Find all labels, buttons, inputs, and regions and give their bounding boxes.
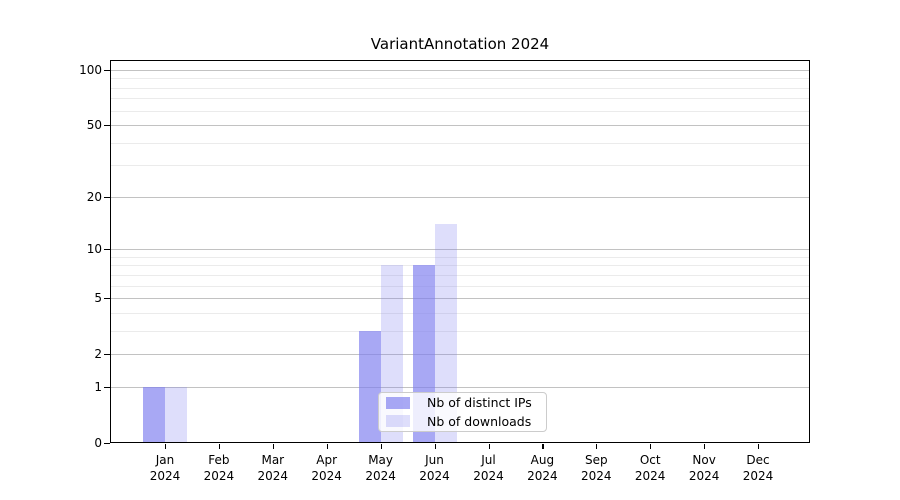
y-tick-mark-5 (104, 298, 110, 300)
y-tick-mark-100 (104, 69, 110, 71)
bar-distinct-ips-may (358, 330, 381, 443)
x-tick-label-apr-2024: Apr 2024 (311, 453, 342, 483)
x-tick-mark-oct (650, 444, 652, 449)
x-tick-label-aug-2024: Aug 2024 (527, 453, 558, 483)
gridline-90 (110, 78, 810, 80)
gridline-2 (110, 354, 810, 356)
gridline-7 (110, 274, 810, 276)
x-tick-mark-jun (434, 444, 436, 449)
plot-area: Nb of distinct IPs Nb of downloads (110, 60, 810, 443)
gridline-10 (110, 249, 810, 251)
x-tick-label-jan-2024: Jan 2024 (149, 453, 181, 483)
gridline-70 (110, 98, 810, 100)
legend-label-distinct-ips: Nb of distinct IPs (427, 395, 532, 411)
gridline-100 (110, 69, 810, 71)
legend-item-downloads: Nb of downloads (379, 412, 546, 430)
chart-title: VariantAnnotation 2024 (370, 35, 550, 53)
x-tick-label-dec-2024: Dec 2024 (742, 453, 774, 483)
x-tick-mark-may (380, 444, 382, 449)
x-tick-mark-nov (704, 444, 706, 449)
x-tick-label-may-2024: May 2024 (365, 453, 396, 483)
x-tick-mark-mar (272, 444, 274, 449)
x-tick-mark-sep (596, 444, 598, 449)
gridline-4 (110, 312, 810, 314)
x-tick-label-jun-2024: Jun 2024 (419, 453, 450, 483)
y-tick-label-2: 2 (94, 347, 102, 362)
gridline-9 (110, 256, 810, 258)
legend-swatch-downloads (386, 415, 410, 428)
y-tick-mark-1 (104, 386, 110, 389)
x-tick-label-jul-2024: Jul 2024 (473, 453, 504, 483)
y-tick-label-0: 0 (94, 436, 102, 450)
gridline-30 (110, 165, 810, 167)
x-tick-mark-jan (165, 444, 167, 449)
x-tick-label-mar-2024: Mar 2024 (257, 453, 289, 483)
gridline-1 (110, 386, 810, 388)
gridline-80 (110, 87, 810, 89)
y-tick-label-20: 20 (86, 189, 102, 204)
y-tick-label-50: 50 (86, 118, 102, 133)
plot-border (110, 60, 810, 443)
y-tick-mark-2 (104, 354, 110, 356)
gridline-40 (110, 142, 810, 144)
x-tick-mark-aug (542, 444, 544, 449)
gridline-5 (110, 298, 810, 300)
legend: Nb of distinct IPs Nb of downloads (378, 392, 547, 432)
bar-distinct-ips-jan (143, 386, 165, 443)
y-tick-mark-10 (104, 249, 110, 251)
y-tick-label-5: 5 (94, 291, 102, 306)
x-tick-label-sep-2024: Sep 2024 (581, 453, 612, 483)
x-tick-label-feb-2024: Feb 2024 (203, 453, 235, 483)
gridline-20 (110, 196, 810, 198)
y-tick-mark-20 (104, 196, 110, 198)
x-tick-label-oct-2024: Oct 2024 (634, 453, 666, 483)
x-tick-mark-feb (218, 444, 221, 449)
y-tick-mark-50 (104, 125, 110, 127)
bar-downloads-jun (434, 224, 457, 443)
y-tick-label-10: 10 (86, 242, 102, 257)
gridline-3 (110, 330, 810, 332)
gridline-8 (110, 265, 810, 267)
x-tick-label-nov-2024: Nov 2024 (688, 453, 720, 483)
y-tick-label-100: 100 (79, 62, 102, 77)
y-tick-mark-0 (104, 443, 110, 445)
x-tick-mark-jul (488, 444, 490, 449)
bar-downloads-jan (165, 386, 187, 443)
legend-label-downloads: Nb of downloads (427, 413, 532, 429)
gridline-6 (110, 285, 810, 287)
gridline-60 (110, 110, 810, 112)
legend-item-distinct-ips: Nb of distinct IPs (379, 394, 546, 412)
gridline-50 (110, 125, 810, 126)
y-tick-label-1: 1 (94, 379, 102, 394)
x-tick-mark-apr (326, 444, 328, 449)
legend-swatch-distinct-ips (386, 396, 410, 409)
x-tick-mark-dec (758, 444, 760, 449)
